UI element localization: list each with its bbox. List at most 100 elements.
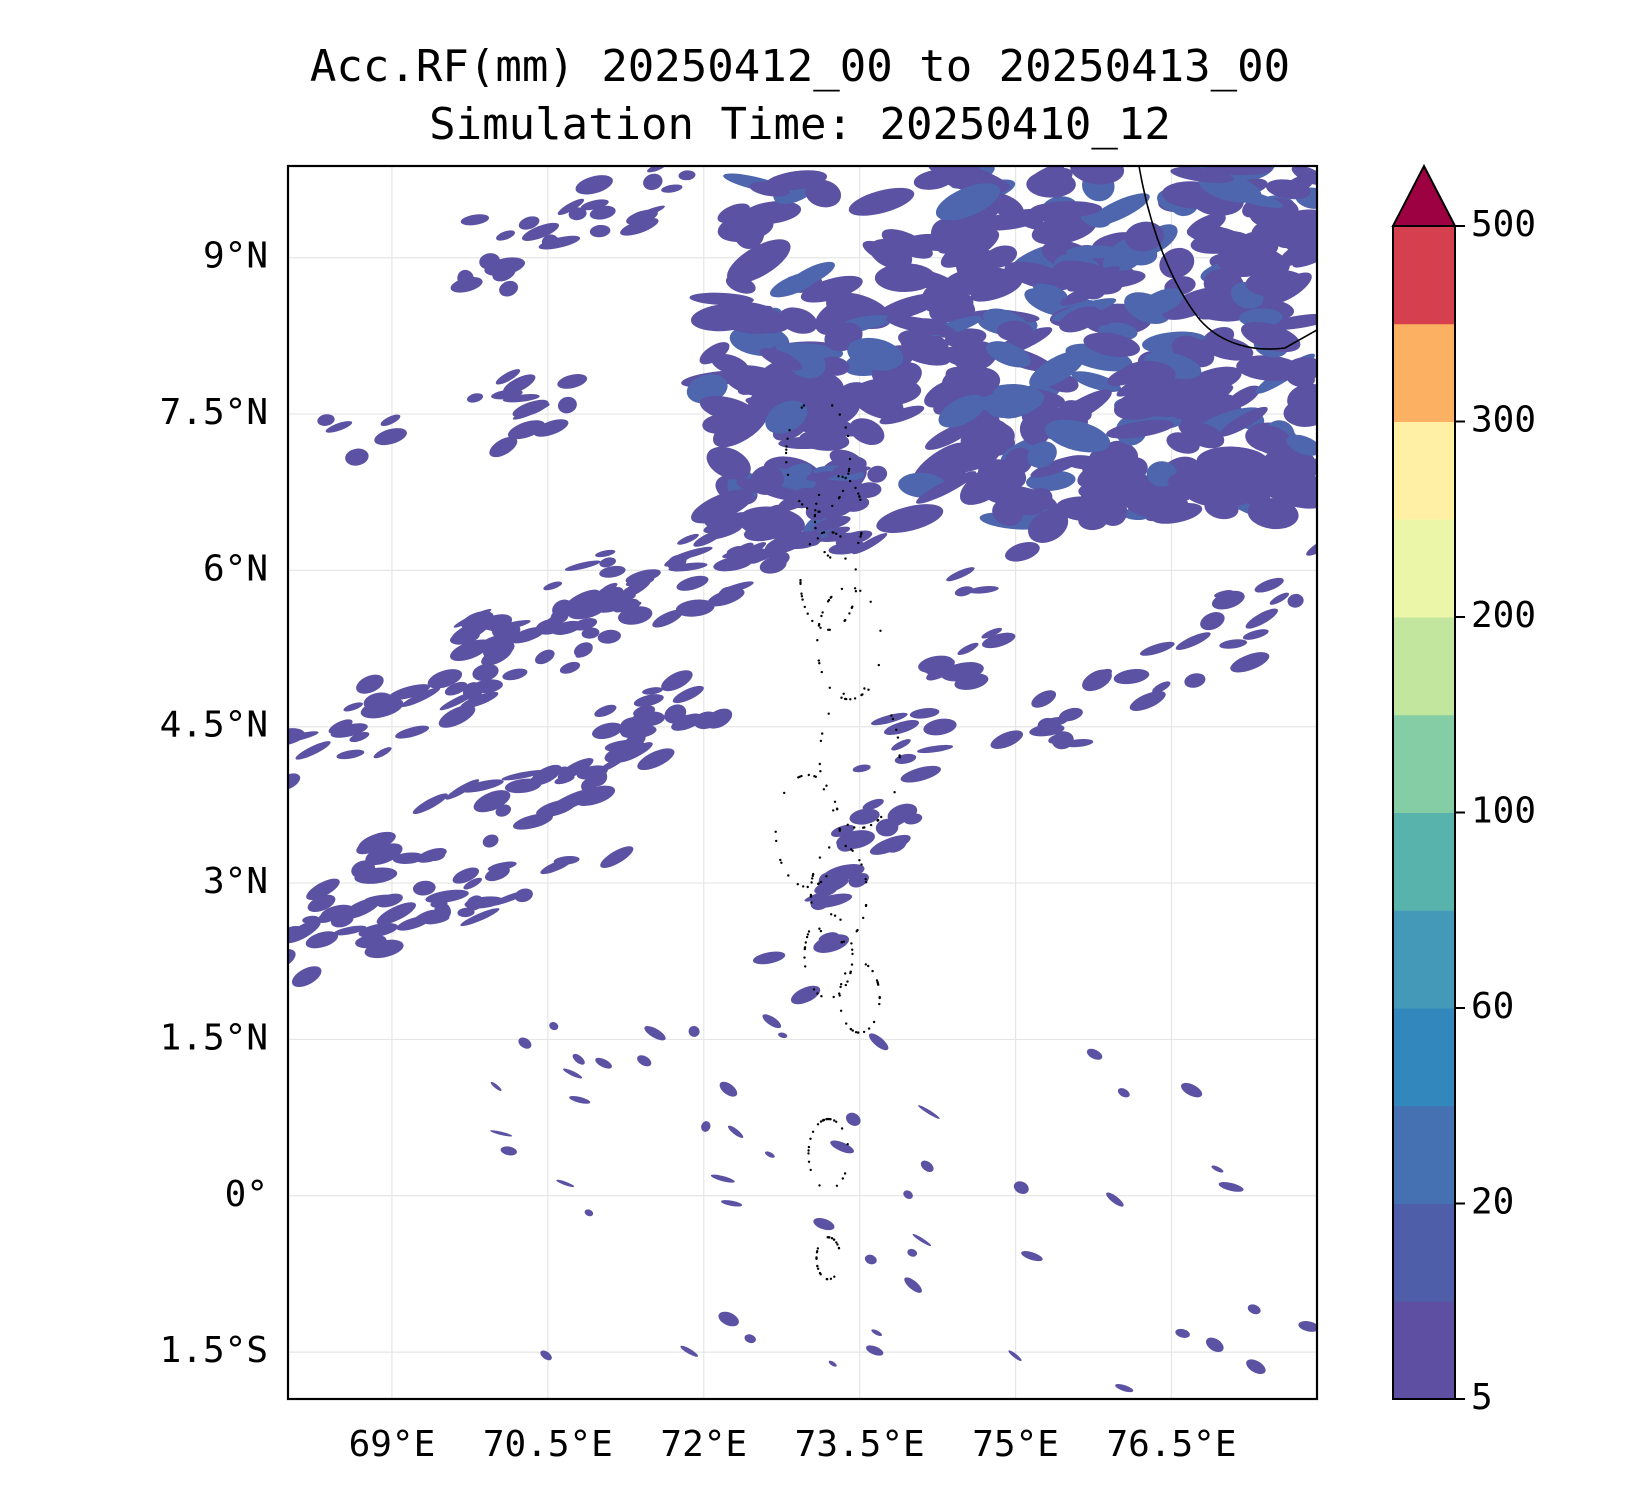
rain-patch — [305, 931, 339, 949]
island-dot — [835, 1184, 839, 1188]
island-dot — [818, 622, 821, 626]
rain-patch — [848, 187, 915, 216]
island-dot — [820, 614, 823, 618]
rain-patch — [1230, 652, 1270, 673]
island-dot — [846, 434, 850, 438]
rain-patch — [1230, 473, 1263, 501]
island-dot — [854, 486, 857, 490]
island-dot — [877, 983, 880, 986]
rain-patch — [1031, 214, 1097, 245]
island-dot — [816, 1264, 819, 1268]
rain-patch — [787, 261, 835, 290]
rain-patch — [557, 396, 577, 414]
island-dot — [861, 693, 864, 696]
island-dot — [840, 696, 843, 699]
rain-patch — [295, 741, 331, 760]
rain-patch — [1030, 455, 1083, 478]
rain-patch — [484, 866, 510, 882]
rain-patch — [499, 280, 519, 297]
rain-patch — [1096, 270, 1146, 288]
rain-patch — [363, 692, 393, 711]
island-dot — [847, 472, 850, 475]
rain-patch — [1181, 1082, 1203, 1098]
rainfall-field — [288, 166, 1317, 1393]
rain-patch — [699, 395, 759, 424]
rain-patch — [572, 1053, 585, 1065]
rain-patch — [765, 400, 808, 434]
rain-patch — [811, 415, 860, 437]
colorbar-tick-label: 300 — [1471, 400, 1536, 441]
island-dot — [877, 663, 880, 667]
island-dot — [806, 612, 809, 615]
island-dot — [890, 714, 893, 717]
rain-patch — [1249, 425, 1294, 456]
island-dot — [816, 1247, 820, 1250]
island-dot — [840, 983, 843, 986]
rain-patch — [800, 275, 863, 303]
colorbar-tick-label: 20 — [1471, 1182, 1514, 1223]
island-dot — [846, 823, 849, 826]
rain-patch — [356, 674, 384, 694]
rain-patch — [1018, 488, 1053, 516]
rain-patch — [637, 748, 675, 771]
rain-patch — [637, 1055, 652, 1067]
island-dot — [846, 980, 849, 983]
colorbar-segment — [1393, 1008, 1455, 1107]
island-dot — [891, 717, 895, 721]
rain-patch — [568, 207, 587, 221]
x-tick-label: 70.5°E — [483, 1424, 613, 1465]
island-dot — [857, 1031, 860, 1034]
rain-patch — [573, 642, 593, 658]
rain-patch — [1045, 419, 1111, 453]
rain-patch — [1116, 369, 1164, 397]
rain-patch — [416, 848, 447, 863]
island-dot — [805, 935, 809, 939]
rain-patch — [556, 1179, 575, 1188]
rain-patch — [333, 925, 367, 936]
rain-patch — [778, 463, 813, 487]
rain-patch — [734, 218, 765, 249]
island-dot — [814, 526, 817, 530]
island-dot — [807, 1145, 811, 1149]
rain-patch — [291, 966, 322, 988]
rain-patch — [778, 496, 798, 509]
rain-patch — [1281, 174, 1315, 196]
island-dot — [851, 948, 854, 951]
rain-patch — [599, 557, 616, 568]
island-dot — [807, 930, 811, 933]
rain-patch — [473, 790, 511, 813]
island-dot — [843, 1172, 847, 1175]
rain-patch — [947, 166, 1011, 190]
rain-patch — [1139, 288, 1184, 316]
rain-patch — [307, 894, 336, 913]
colorbar-segment — [1393, 226, 1455, 325]
island-dot — [802, 885, 805, 888]
island-dot — [829, 596, 832, 599]
island-dot — [816, 992, 819, 995]
island-dot — [786, 437, 789, 440]
island-dot — [878, 995, 881, 999]
x-tick-label: 72°E — [660, 1424, 747, 1465]
island-dot — [836, 808, 839, 811]
rain-patch — [879, 405, 925, 425]
island-dot — [841, 1177, 844, 1180]
rain-patch — [489, 436, 518, 458]
island-dot — [833, 1119, 836, 1122]
rain-patch — [1201, 335, 1254, 361]
rain-patch — [521, 222, 560, 241]
rain-patch — [1306, 533, 1317, 556]
colorbar-tick-label: 60 — [1471, 986, 1514, 1027]
rain-patch — [1162, 286, 1227, 320]
rain-patch — [1287, 383, 1317, 416]
rain-patch — [903, 813, 923, 825]
island-dot — [862, 1030, 866, 1034]
island-dot — [819, 1120, 823, 1123]
island-dot — [815, 502, 818, 505]
rain-patch — [664, 704, 687, 724]
rain-patch — [847, 337, 904, 371]
rain-patch — [574, 785, 616, 806]
island-dot — [821, 611, 824, 614]
rain-patch — [968, 585, 999, 594]
rain-patch — [925, 421, 975, 450]
rain-patch — [445, 779, 480, 800]
